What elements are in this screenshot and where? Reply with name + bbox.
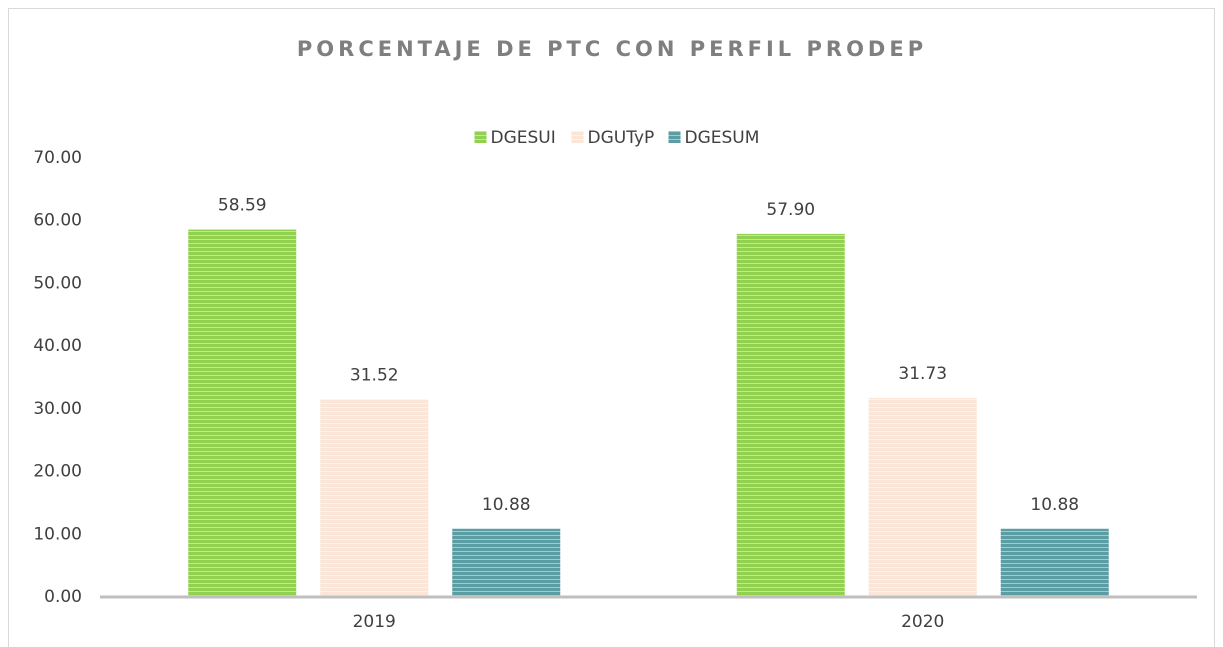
chart-title: PORCENTAJE DE PTC CON PERFIL PRODEP [297,37,927,61]
bar [868,398,977,597]
legend-label: DGESUM [685,128,760,148]
data-label: 57.90 [766,200,815,220]
data-label: 31.52 [350,365,399,385]
x-tick-label: 2019 [353,612,396,632]
x-tick-label: 2020 [901,612,944,632]
legend-label: DGUTyP [588,128,655,148]
legend-swatch [571,131,584,143]
data-label: 58.59 [218,196,267,216]
y-tick-label: 0.00 [44,587,82,607]
y-tick-label: 10.00 [33,524,82,544]
legend-swatch [474,131,487,143]
data-label: 10.88 [482,495,531,515]
bar [736,233,845,598]
y-tick-label: 60.00 [33,211,82,231]
bar [1000,528,1109,597]
bar [452,528,561,597]
y-tick-label: 70.00 [33,148,82,168]
y-tick-label: 30.00 [33,399,82,419]
legend-label: DGESUI [491,128,556,148]
y-tick-label: 20.00 [33,462,82,482]
legend-swatch [668,131,681,143]
y-tick-label: 50.00 [33,273,82,293]
data-label: 10.88 [1030,495,1079,515]
data-label: 31.73 [898,364,947,384]
y-tick-label: 40.00 [33,336,82,356]
bar [320,399,429,597]
bar [188,229,297,597]
